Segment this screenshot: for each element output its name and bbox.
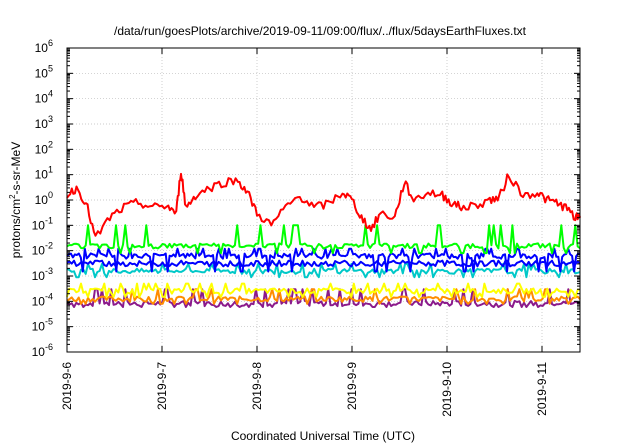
y-tick-label: 100 bbox=[35, 190, 53, 207]
y-tick-label: 10-3 bbox=[32, 266, 53, 283]
y-tick-label: 106 bbox=[35, 38, 53, 55]
y-tick-exponent: -4 bbox=[45, 291, 53, 301]
x-tick-labels: 2019-9-6 2019-9-7 2019-9-8 2019-9-9 2019-9-1… bbox=[60, 362, 549, 417]
y-tick-base: 10 bbox=[32, 244, 46, 258]
y-tick-exponent: 3 bbox=[48, 114, 53, 124]
series-line-2 bbox=[66, 224, 581, 255]
y-tick-base: 10 bbox=[32, 269, 46, 283]
x-tick-label: 2019-9-7 bbox=[155, 362, 169, 410]
y-tick-exponent: -6 bbox=[45, 342, 53, 352]
y-tick-exponent: -1 bbox=[45, 215, 53, 225]
y-tick-exponent: 6 bbox=[48, 38, 53, 48]
y-axis-label: protons/cm2-s-sr-MeV bbox=[8, 142, 23, 258]
y-tick-base: 10 bbox=[35, 117, 49, 131]
y-tick-base: 10 bbox=[32, 320, 46, 334]
series-line-1 bbox=[66, 172, 581, 237]
x-axis-label: Coordinated Universal Time (UTC) bbox=[231, 429, 415, 443]
x-tick-label: 2019-9-6 bbox=[60, 362, 74, 410]
y-tick-exponent: 1 bbox=[48, 165, 53, 175]
y-tick-base: 10 bbox=[35, 193, 49, 207]
series-line-6 bbox=[66, 282, 580, 298]
y-tick-base: 10 bbox=[32, 218, 46, 232]
axis-ticks bbox=[66, 47, 580, 353]
y-tick-base: 10 bbox=[35, 142, 49, 156]
y-tick-base: 10 bbox=[35, 168, 49, 182]
y-tick-base: 10 bbox=[35, 41, 49, 55]
series-layer bbox=[66, 172, 581, 308]
y-tick-labels: 10-610-510-410-310-210-11001011021031041… bbox=[32, 38, 53, 359]
y-tick-base: 10 bbox=[32, 345, 46, 359]
y-tick-label: 104 bbox=[35, 89, 53, 106]
y-tick-exponent: -5 bbox=[45, 317, 53, 327]
y-tick-label: 103 bbox=[35, 114, 53, 131]
series-line-3 bbox=[66, 247, 581, 273]
series-line-7 bbox=[66, 288, 581, 305]
y-tick-label: 105 bbox=[35, 63, 53, 80]
y-tick-label: 10-6 bbox=[32, 342, 53, 359]
y-tick-label: 10-1 bbox=[32, 215, 53, 232]
y-tick-exponent: 5 bbox=[48, 63, 53, 73]
x-tick-label: 2019-9-8 bbox=[250, 362, 264, 410]
y-tick-label: 102 bbox=[35, 139, 53, 156]
x-tick-label: 2019-9-9 bbox=[345, 362, 359, 410]
x-tick-label: 2019-9-11 bbox=[535, 362, 549, 416]
x-tick-label: 2019-9-10 bbox=[440, 362, 454, 417]
y-tick-exponent: 0 bbox=[48, 190, 53, 200]
y-tick-base: 10 bbox=[35, 66, 49, 80]
y-tick-label: 10-2 bbox=[32, 241, 53, 258]
chart-title: /data/run/goesPlots/archive/2019-09-11/0… bbox=[114, 24, 527, 38]
y-tick-base: 10 bbox=[35, 92, 49, 106]
y-tick-exponent: 2 bbox=[48, 139, 53, 149]
y-tick-base: 10 bbox=[32, 294, 46, 308]
y-tick-label: 101 bbox=[35, 165, 53, 182]
y-tick-label: 10-4 bbox=[32, 291, 53, 308]
y-tick-exponent: 4 bbox=[48, 89, 53, 99]
y-tick-exponent: -3 bbox=[45, 266, 53, 276]
y-tick-exponent: -2 bbox=[45, 241, 53, 251]
y-tick-label: 10-5 bbox=[32, 317, 53, 334]
